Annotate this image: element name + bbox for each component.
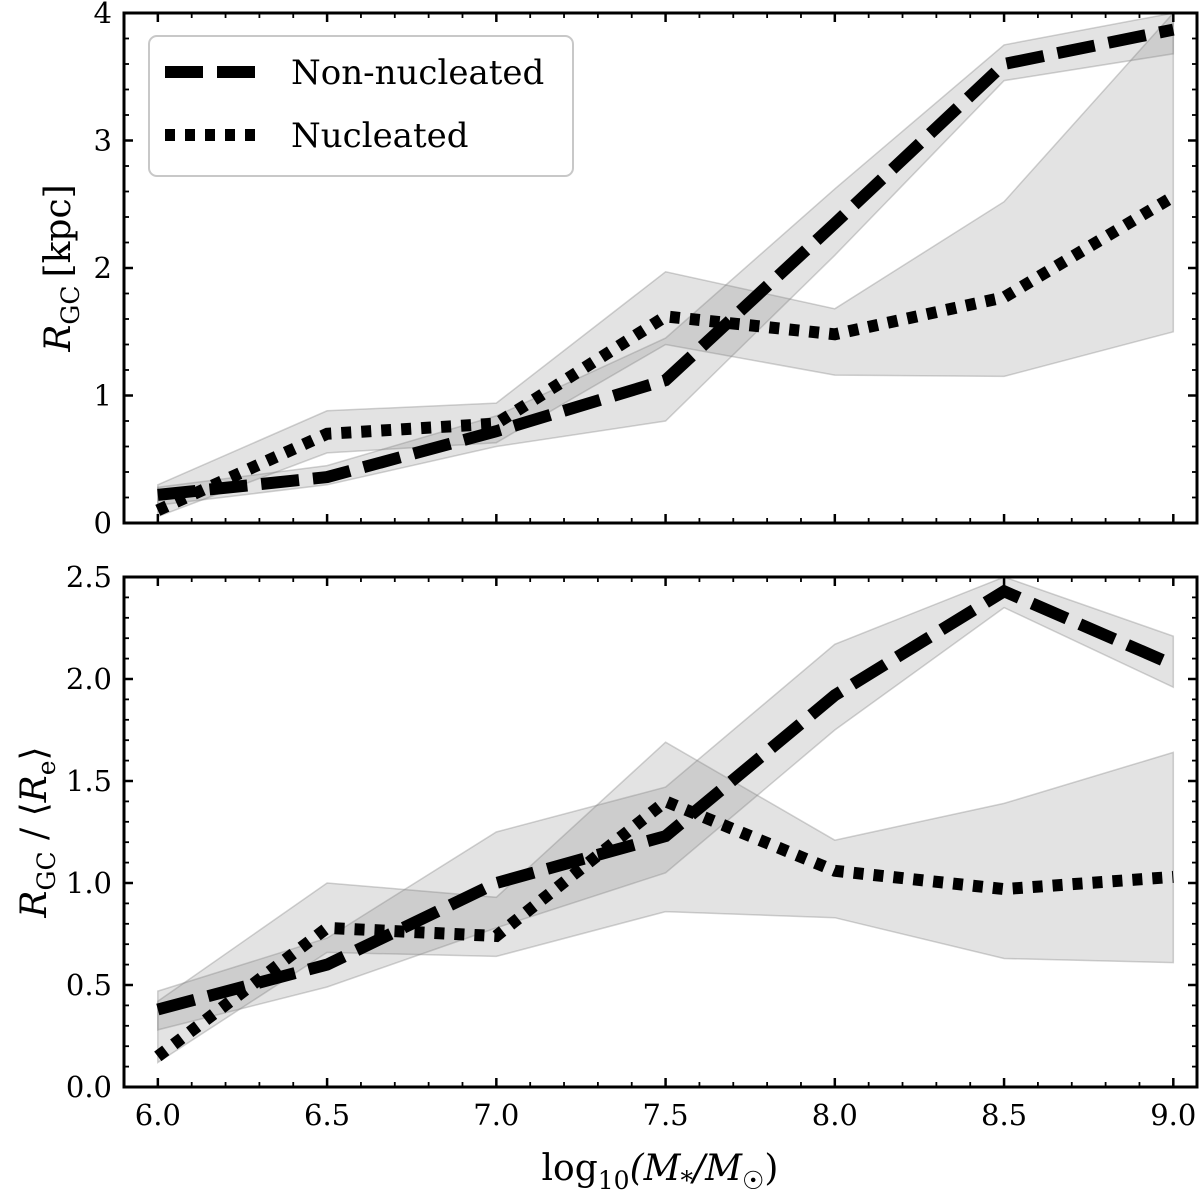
top-ytick-label: 0: [94, 506, 112, 540]
top-ytick-labels: 0 1 2 3 4: [94, 0, 112, 540]
bottom-ylabel-sub: GC: [32, 851, 61, 890]
bottom-xtick-label: 6.0: [135, 1098, 181, 1132]
top-ylabel-main: R: [38, 325, 79, 353]
xlabel-close: ): [764, 1148, 778, 1189]
bottom-y-axis-label: RGC / ⟨Re⟩: [14, 746, 61, 918]
bottom-ylabel-main: R: [14, 891, 55, 919]
top-line-non-nucleated: [157, 23, 1175, 501]
bottom-ticks: [123, 575, 1197, 1089]
bot-ytick-label: 0.0: [66, 1070, 112, 1104]
top-ylabel-sub: GC: [56, 285, 85, 324]
bottom-xtick-label: 7.5: [643, 1098, 689, 1132]
xlabel-star: *: [680, 1166, 693, 1195]
bot-ytick-label: 1.0: [66, 866, 112, 900]
top-ytick-label: 1: [94, 379, 112, 413]
top-ticks: [123, 11, 1197, 525]
xlabel-rest: (M: [630, 1148, 682, 1189]
bottom-xtick-label: 8.5: [981, 1098, 1027, 1132]
bottom-xtick-labels: 6.0 6.5 7.0 7.5 8.0 8.5 9.0: [135, 1098, 1197, 1132]
bottom-lines: [154, 584, 1176, 1062]
bottom-xtick-label: 7.0: [473, 1098, 519, 1132]
bottom-ylabel-close: ⟩: [14, 746, 55, 760]
top-band-nucleated: [157, 11, 1175, 518]
bot-ytick-label: 1.5: [66, 764, 112, 798]
bot-ytick-label: 2.0: [66, 662, 112, 696]
xlabel-sun: ☉: [742, 1166, 764, 1195]
bottom-plot-frame: [122, 575, 1199, 1089]
top-line-nucleated: [155, 191, 1177, 516]
top-ytick-label: 3: [94, 124, 112, 158]
legend: Non-nucleated Nucleated: [148, 35, 574, 177]
legend-label-nucleated: Nucleated: [291, 116, 469, 156]
top-ytick-label: 4: [94, 0, 112, 30]
bottom-ytick-labels: 0.0 0.5 1.0 1.5 2.0 2.5: [66, 560, 112, 1104]
bot-line-non-nucleated: [156, 584, 1176, 1016]
bot-band-nucleated: [157, 741, 1175, 1064]
bot-ytick-label: 0.5: [66, 968, 112, 1002]
x-axis-label: log10(M*/M☉): [542, 1148, 779, 1195]
top-panel: 0 1 2 3 4 RGC [kpc] Non-nucleated Nucleated: [38, 0, 1199, 540]
bot-ytick-label: 2.5: [66, 560, 112, 594]
xlabel-log: log: [542, 1148, 598, 1189]
legend-label-non-nucleated: Non-nucleated: [291, 53, 544, 93]
bottom-ylabel-sub2: e: [32, 760, 61, 775]
bottom-panel: 0.0 0.5 1.0 1.5 2.0 2.5 6.0 6.5 7.0 7.5 8.0 8.5 9.0…: [14, 560, 1199, 1195]
bottom-xtick-label: 6.5: [304, 1098, 350, 1132]
top-y-axis-label: RGC [kpc]: [38, 184, 85, 352]
top-ytick-label: 2: [94, 251, 112, 285]
xlabel-sub: 10: [598, 1166, 630, 1195]
bottom-ylabel-main2: R: [14, 775, 55, 803]
bottom-xtick-label: 9.0: [1150, 1098, 1196, 1132]
bottom-bands: [157, 576, 1175, 1064]
xlabel-slash: /M: [690, 1148, 743, 1189]
top-lines: [155, 23, 1177, 516]
bottom-xtick-label: 8.0: [812, 1098, 858, 1132]
bottom-ylabel-mid: / ⟨: [14, 802, 55, 851]
top-ylabel-unit: [kpc]: [38, 184, 79, 277]
bot-band-non-nucleated: [157, 576, 1175, 1031]
